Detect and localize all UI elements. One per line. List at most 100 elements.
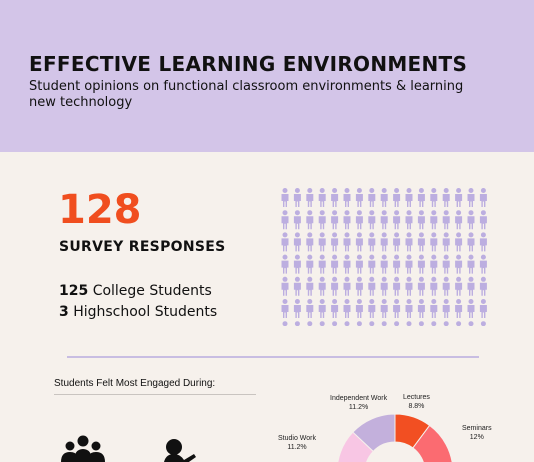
person-icon xyxy=(431,321,437,326)
person-icon xyxy=(318,210,326,230)
person-icon xyxy=(331,276,339,296)
person-icon xyxy=(417,210,425,230)
group-icon xyxy=(61,435,105,462)
label-independent-work-name: Independent Work xyxy=(330,395,388,402)
person-icon xyxy=(343,299,351,318)
person-icon xyxy=(430,299,438,318)
person-icon xyxy=(318,232,326,252)
person-icon xyxy=(293,188,301,207)
person-icon xyxy=(393,254,401,274)
person-icon xyxy=(306,254,314,274)
person-icon xyxy=(331,299,339,318)
person-icon xyxy=(418,321,424,326)
page-title: EFFECTIVE LEARNING ENVIRONMENTS xyxy=(29,52,468,76)
label-lectures: Lectures 8.8% xyxy=(403,393,430,411)
person-icon xyxy=(467,188,475,207)
person-icon xyxy=(306,299,314,318)
person-icon xyxy=(344,321,350,326)
person-icon xyxy=(405,254,413,274)
person-icon xyxy=(332,321,338,326)
person-icon xyxy=(293,254,301,274)
person-icon xyxy=(442,254,450,274)
person-icon xyxy=(417,188,425,207)
person-icon xyxy=(306,276,314,296)
person-icon xyxy=(331,210,339,230)
person-icon xyxy=(393,276,401,296)
person-icon xyxy=(393,188,401,207)
person-icon xyxy=(355,188,363,207)
person-icon xyxy=(369,321,375,326)
label-independent-work: Independent Work 11.2% xyxy=(330,394,387,412)
person-icon xyxy=(443,321,449,326)
person-icon xyxy=(380,276,388,296)
person-icon xyxy=(318,254,326,274)
person-icon xyxy=(294,321,300,326)
person-icon xyxy=(293,299,301,318)
label-seminars: Seminars 12% xyxy=(462,424,492,442)
person-icon xyxy=(293,232,301,252)
person-icon xyxy=(455,276,463,296)
person-icon xyxy=(355,210,363,230)
label-studio-work-name: Studio Work xyxy=(278,435,316,442)
college-count: 125 xyxy=(59,283,89,299)
person-icon xyxy=(306,188,314,207)
person-icon xyxy=(442,210,450,230)
person-icon xyxy=(355,276,363,296)
person-icon xyxy=(331,232,339,252)
person-icon xyxy=(479,232,487,252)
person-icon xyxy=(355,299,363,318)
person-icon xyxy=(368,254,376,274)
person-icon xyxy=(293,276,301,296)
person-icon xyxy=(455,254,463,274)
person-icon xyxy=(467,210,475,230)
person-icon xyxy=(319,321,325,326)
person-icon xyxy=(455,299,463,318)
engagement-title-underline xyxy=(54,394,256,395)
person-icon xyxy=(380,188,388,207)
person-icon xyxy=(282,321,288,326)
person-icon xyxy=(380,232,388,252)
person-icon xyxy=(281,210,289,230)
section-divider xyxy=(67,356,479,358)
slice-seminars xyxy=(412,424,453,462)
person-icon xyxy=(406,321,412,326)
page-subtitle: Student opinions on functional classroom… xyxy=(29,79,464,110)
person-at-desk-icon xyxy=(164,439,196,462)
person-icon xyxy=(467,299,475,318)
person-icon xyxy=(405,276,413,296)
person-icon xyxy=(380,254,388,274)
college-label: College Students xyxy=(92,283,212,299)
person-icon xyxy=(467,232,475,252)
person-icon xyxy=(368,299,376,318)
highschool-count-line: 3 Highschool Students xyxy=(59,304,217,320)
label-independent-work-value: 11.2% xyxy=(348,404,369,411)
person-icon xyxy=(368,276,376,296)
person-icon xyxy=(442,188,450,207)
person-icon xyxy=(417,299,425,318)
person-icon xyxy=(281,276,289,296)
person-icon xyxy=(479,299,487,318)
person-icon xyxy=(430,276,438,296)
person-icon xyxy=(405,210,413,230)
person-icon xyxy=(331,254,339,274)
person-icon xyxy=(368,188,376,207)
highschool-label: Highschool Students xyxy=(73,304,218,320)
person-icon xyxy=(281,299,289,318)
person-icon xyxy=(417,232,425,252)
person-icon xyxy=(368,210,376,230)
person-icon xyxy=(417,276,425,296)
person-icon xyxy=(455,232,463,252)
person-icon xyxy=(281,232,289,252)
person-icon xyxy=(281,254,289,274)
person-icon xyxy=(405,299,413,318)
person-icon xyxy=(318,276,326,296)
respondent-pictogram xyxy=(281,188,487,326)
label-seminars-value: 12% xyxy=(469,434,484,441)
label-studio-work-value: 11.2% xyxy=(287,444,307,451)
person-icon xyxy=(430,210,438,230)
total-responses-number: 128 xyxy=(58,187,142,233)
person-icon xyxy=(343,276,351,296)
person-icon xyxy=(430,188,438,207)
engagement-donut-chart xyxy=(337,413,453,462)
person-icon xyxy=(455,210,463,230)
